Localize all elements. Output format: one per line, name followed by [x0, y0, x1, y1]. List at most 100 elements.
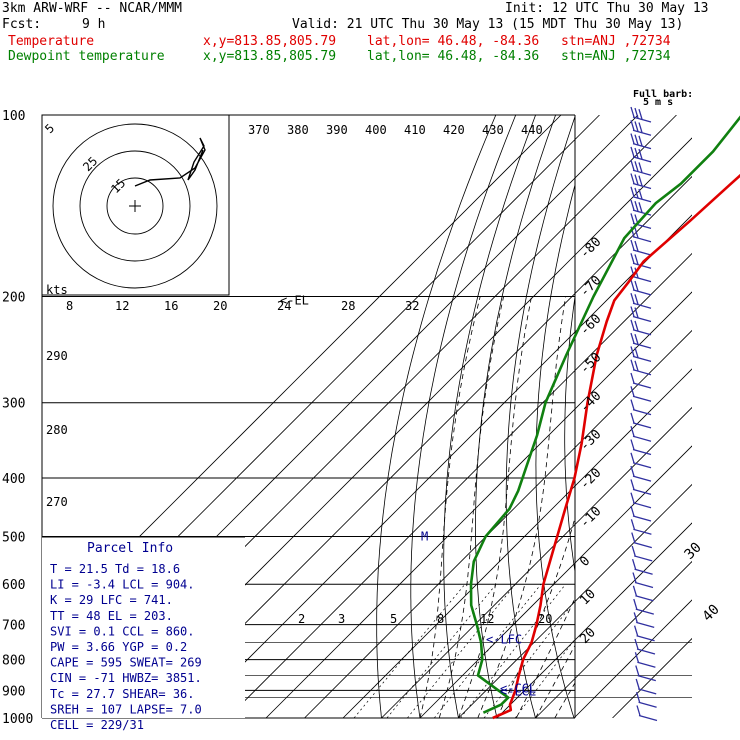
- isotherm-line: [150, 175, 692, 718]
- wind-barb-flag: [638, 148, 643, 160]
- diagram-lines: [42, 115, 692, 718]
- wind-barb-flag: [631, 532, 636, 543]
- moist-adiabat: [419, 296, 481, 718]
- hodograph-ring: [52, 123, 218, 289]
- barb-legend-2: 5 m s: [643, 97, 673, 108]
- wind-barb-shaft: [632, 182, 652, 190]
- wind-barb-flag: [630, 505, 635, 517]
- isotherm-line: [188, 214, 692, 718]
- parcel-row: K = 29 LFC = 741.: [50, 593, 173, 607]
- wind-barb-shaft: [632, 289, 652, 296]
- wind-barb-flag: [630, 386, 635, 397]
- wind-barb-flag: [638, 109, 643, 120]
- temp-label--40: -40: [577, 389, 604, 416]
- temp-label-20: 20: [577, 625, 599, 647]
- wind-barb-shaft: [632, 488, 652, 496]
- mixr-top-20: 20: [213, 299, 227, 313]
- wind-barb-shaft: [634, 581, 654, 589]
- temp-label--20: -20: [577, 466, 604, 493]
- wind-barb-flag: [630, 479, 635, 490]
- mixr-top-12: 12: [115, 299, 129, 313]
- parcel-info: Parcel Info T = 21.5 Td = 18.6 LI = -3.4 L…: [42, 536, 245, 732]
- wind-barb-flag: [636, 705, 641, 716]
- wind-barb-shaft: [637, 674, 656, 682]
- wind-barb-flag: [630, 306, 635, 317]
- valid-time: Valid: 21 UTC Thu 30 May 13 (15 MDT Thu …: [292, 17, 684, 32]
- wind-barb-shaft: [632, 142, 652, 150]
- wind-barb-flag: [633, 598, 638, 610]
- dry-adiabat: [376, 115, 497, 718]
- wind-barb-flag: [630, 439, 635, 450]
- wind-barb-flag: [630, 465, 635, 477]
- isotherm-line: [496, 522, 692, 718]
- parcel-row: T = 21.5 Td = 18.6: [50, 562, 180, 576]
- hodograph-kts-label: kts: [46, 283, 68, 297]
- wind-barb-flag: [630, 253, 635, 264]
- mixr-top-24: 24: [277, 299, 291, 313]
- wind-barb-flag: [638, 202, 643, 213]
- wind-barb-flag: [635, 665, 640, 676]
- wind-barb-shaft: [632, 329, 652, 336]
- wind-barb-flag: [634, 107, 639, 119]
- wind-barb-flag: [634, 294, 639, 305]
- wind-barb-shaft: [632, 355, 652, 363]
- annotation-lfc: <-LFC: [486, 633, 522, 647]
- wind-barb-shaft: [632, 236, 652, 243]
- wind-barb-flag: [634, 307, 639, 318]
- isotherm-line: [573, 599, 692, 718]
- hodograph-ring: [106, 177, 164, 235]
- wind-barb-shaft: [632, 408, 652, 416]
- annotation-lcl: <-LCL: [500, 685, 536, 699]
- parcel-row: CELL = 229/31: [50, 718, 144, 732]
- wind-barb-flag: [638, 162, 643, 173]
- pressure-label-600: 600: [2, 578, 25, 593]
- wind-barb-flag: [634, 227, 639, 238]
- wind-barb-shaft: [632, 435, 652, 442]
- theta-label-420: 420: [443, 123, 465, 137]
- wind-barb-shaft: [635, 595, 654, 602]
- wind-barb-shaft: [638, 714, 658, 722]
- dewpoint-latlon: lat,lon= 46.48, -84.36: [367, 49, 540, 64]
- dewpoint-series: [469, 115, 740, 714]
- wind-barbs: [630, 106, 658, 722]
- annotation-m: M: [421, 529, 428, 543]
- theta-label-370: 370: [248, 123, 270, 137]
- mixing-ratio-line: [407, 583, 516, 718]
- wind-barb-shaft: [632, 515, 652, 522]
- wind-barb-shaft: [638, 688, 657, 695]
- isotherm-line: [381, 406, 692, 718]
- wind-barb-flag: [630, 199, 635, 211]
- temp-label--80: -80: [577, 235, 604, 262]
- init-time: Init: 12 UTC Thu 30 May 13: [505, 1, 709, 16]
- wind-barb-flag: [638, 135, 643, 146]
- barb-legend-1: Full barb:: [633, 89, 693, 100]
- wind-barb-flag: [630, 359, 635, 370]
- wind-barb-flag: [634, 280, 639, 292]
- wind-barb-shaft: [632, 169, 652, 176]
- dewpoint-legend: Dewpoint temperature: [8, 49, 165, 64]
- wind-barb-flag: [630, 120, 635, 131]
- wind-barb-shaft: [632, 369, 652, 376]
- wind-barb-flag: [635, 692, 641, 703]
- mixr-bottom-3: 3: [338, 612, 345, 626]
- wind-barb-shaft: [632, 315, 652, 323]
- wind-barb-flag: [630, 106, 635, 118]
- pressure-label-200: 200: [2, 291, 25, 306]
- theta-e-label-270: 270: [46, 495, 68, 509]
- forecast-label: Fcst:: [2, 17, 42, 32]
- wind-barb-flag: [630, 173, 635, 184]
- wind-barb-flag: [630, 279, 635, 291]
- wind-barb-shaft: [632, 275, 652, 283]
- wind-barb-flag: [634, 174, 639, 185]
- forecast-hour: 9 h: [82, 17, 106, 32]
- dry-adiabat: [475, 115, 556, 718]
- pressure-label-900: 900: [2, 684, 25, 699]
- wind-barb-shaft: [635, 608, 654, 615]
- wind-barb-shaft: [632, 196, 652, 203]
- wind-barb-flag: [630, 519, 636, 530]
- theta-e-label-290: 290: [46, 349, 68, 363]
- parcel-row: SREH = 107 LAPSE= 7.0: [50, 702, 202, 716]
- temp-label--50: -50: [577, 350, 604, 377]
